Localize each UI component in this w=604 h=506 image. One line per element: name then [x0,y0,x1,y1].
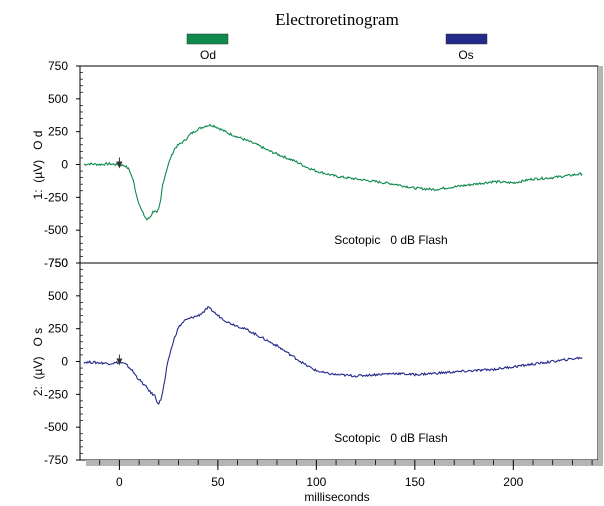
chart-marks: 7505002500-250-500-7507505002500-250-500… [44,59,593,489]
y-tick-label-os: -500 [44,420,68,434]
legend-label-os: Os [458,48,473,62]
annotation-os: Scotopic 0 dB Flash [334,431,447,445]
x-tick-label: 50 [211,475,225,489]
x-tick-label: 100 [306,475,326,489]
y-tick-label-od: -250 [44,190,68,204]
y-tick-label-od: 0 [61,158,68,172]
y-tick-label-os: 500 [48,289,68,303]
y-tick-label-od: 500 [48,92,68,106]
legend-label-od: Od [200,48,216,62]
x-tick-label: 200 [503,475,523,489]
y-tick-label-os: 250 [48,322,68,336]
y-tick-label-od: 250 [48,125,68,139]
y-tick-label-os: -750 [44,453,68,467]
legend-swatch-od [186,33,229,45]
x-tick-label: 0 [116,475,123,489]
y-axis-title-od: 1: (µV) O d [31,131,45,200]
chart-title: Electroretinogram [275,10,399,29]
series-line-od [83,123,583,221]
y-tick-label-os: 0 [61,355,68,369]
x-axis-band [86,460,598,466]
x-axis-title: milliseconds [304,490,369,504]
y-tick-label-os: -250 [44,387,68,401]
series-line-os [83,305,583,405]
annotation-od: Scotopic 0 dB Flash [334,233,447,247]
x-tick-label: 150 [405,475,425,489]
right-shadow [598,66,603,466]
y-axis-title-os: 2: (µV) O s [31,328,45,396]
y-tick-label-od: -750 [44,256,68,270]
y-tick-label-od: 750 [48,59,68,73]
legend-swatch-os [445,33,488,45]
y-tick-label-os: 750 [48,256,68,270]
y-tick-label-od: -500 [44,223,68,237]
